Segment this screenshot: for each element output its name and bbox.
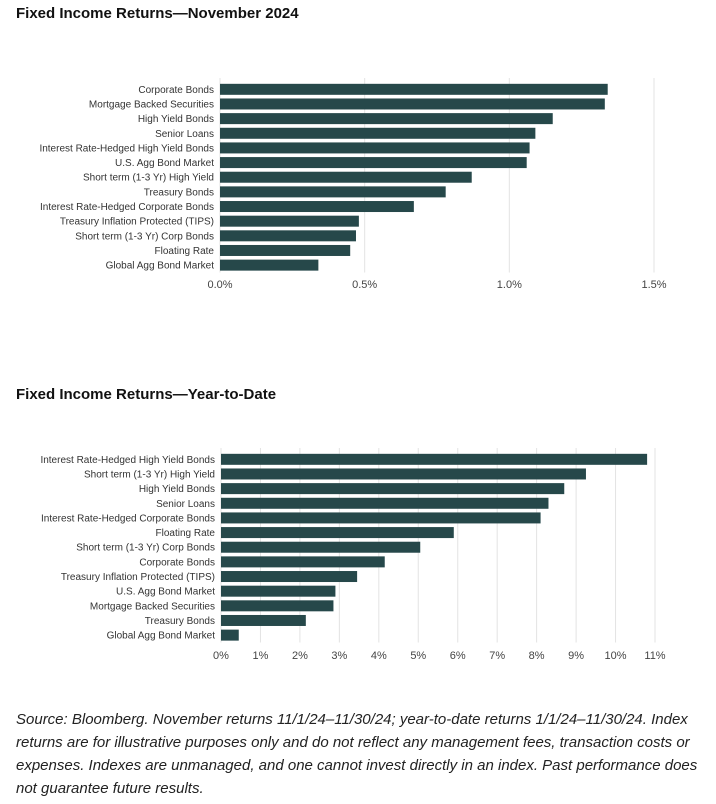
category-label: Interest Rate-Hedged High Yield Bonds (40, 455, 215, 466)
x-tick-label: 2% (292, 650, 308, 662)
november-returns-chart: 0.0% 0.5% 1.0% 1.5% Corporate Bonds Mortgage … (39, 78, 667, 291)
category-label: Treasury Bonds (144, 187, 214, 198)
x-tick-label: 1.5% (641, 279, 666, 291)
bar (220, 171, 472, 183)
category-label: High Yield Bonds (139, 484, 215, 495)
bar (221, 571, 358, 583)
bar (221, 600, 334, 612)
x-tick-label: 5% (410, 650, 426, 662)
x-tick-label: 3% (331, 650, 347, 662)
x-tick-label: 0.5% (352, 279, 377, 291)
x-tick-label: 4% (371, 650, 387, 662)
x-tick-label: 0% (213, 650, 229, 662)
bar (221, 556, 385, 568)
category-label: Treasury Bonds (145, 616, 215, 627)
bar (221, 512, 541, 524)
category-label: Mortgage Backed Securities (89, 99, 214, 110)
ytd-returns-chart: 0% 1% 2% 3% 4% 5% 6% 7% 8% 9% 10% 11% Interest Rate-… (40, 448, 666, 662)
bar (221, 614, 306, 626)
bar (220, 201, 414, 213)
x-tick-label: 8% (529, 650, 545, 662)
category-label: Interest Rate-Hedged Corporate Bonds (41, 513, 215, 524)
x-tick-label: 7% (489, 650, 505, 662)
bar (220, 127, 536, 139)
x-tick-label: 11% (644, 650, 665, 662)
x-tick-label: 1% (253, 650, 269, 662)
category-label: Floating Rate (156, 528, 216, 539)
category-label: Corporate Bonds (138, 85, 214, 96)
bar (220, 98, 605, 110)
bar (220, 215, 359, 227)
category-label: Short term (1-3 Yr) High Yield (83, 173, 214, 184)
category-label: U.S. Agg Bond Market (115, 158, 214, 169)
bar (221, 497, 549, 509)
bar (220, 186, 446, 198)
bar (221, 527, 454, 539)
category-label: Short term (1-3 Yr) Corp Bonds (76, 543, 215, 554)
category-label: Senior Loans (155, 129, 214, 140)
bar (221, 541, 421, 553)
bar (220, 244, 351, 256)
category-label: Interest Rate-Hedged High Yield Bonds (39, 143, 214, 154)
bar (220, 83, 608, 95)
category-label: Floating Rate (155, 246, 215, 257)
bar (221, 468, 586, 480)
category-label: Short term (1-3 Yr) Corp Bonds (75, 231, 214, 242)
category-label: Interest Rate-Hedged Corporate Bonds (40, 202, 214, 213)
x-tick-label: 10% (605, 650, 627, 662)
category-label: Global Agg Bond Market (107, 631, 216, 642)
x-tick-label: 9% (568, 650, 584, 662)
category-label: Short term (1-3 Yr) High Yield (84, 469, 215, 480)
bar (220, 157, 527, 169)
category-label: Global Agg Bond Market (106, 261, 215, 272)
bar (220, 230, 356, 242)
category-label: Mortgage Backed Securities (90, 601, 215, 612)
chart-title-november: Fixed Income Returns—November 2024 (16, 5, 299, 22)
bar (220, 259, 319, 271)
category-label: Senior Loans (156, 499, 215, 510)
category-label: U.S. Agg Bond Market (116, 587, 215, 598)
bar (221, 453, 648, 465)
bar (221, 585, 336, 597)
bar (221, 629, 239, 641)
bar (221, 483, 565, 495)
bar (220, 113, 553, 125)
category-label: High Yield Bonds (138, 114, 214, 125)
x-tick-label: 6% (450, 650, 466, 662)
source-footnote: Source: Bloomberg. November returns 11/1… (16, 711, 698, 797)
chart-title-ytd: Fixed Income Returns—Year-to-Date (16, 386, 277, 403)
x-tick-label: 0.0% (207, 279, 232, 291)
category-label: Treasury Inflation Protected (TIPS) (60, 217, 214, 228)
category-label: Corporate Bonds (139, 557, 215, 568)
x-tick-label: 1.0% (497, 279, 522, 291)
bar (220, 142, 530, 154)
category-label: Treasury Inflation Protected (TIPS) (61, 572, 215, 583)
